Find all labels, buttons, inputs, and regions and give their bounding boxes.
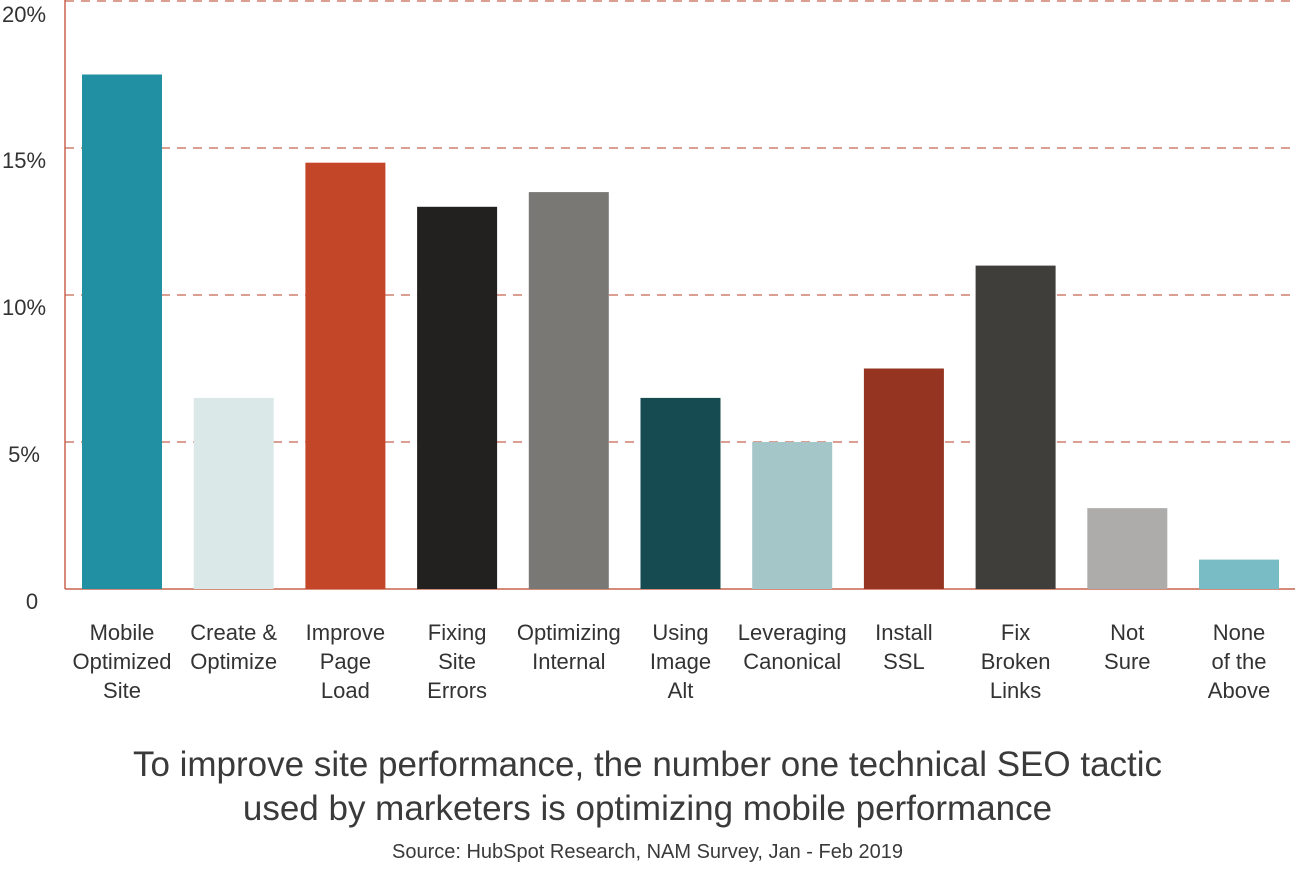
bar-chart: 0 5% 10% 15% 20% Mobile Optimized Site Create & O… — [2, 0, 1295, 703]
x-tick-label: Fix Broken Links — [981, 620, 1051, 703]
y-tick-label: 20% — [2, 2, 46, 27]
x-tick-label: Not Sure — [1104, 620, 1150, 674]
bar — [193, 397, 274, 589]
chart-source-note: Source: HubSpot Research, NAM Survey, Ja… — [392, 841, 903, 863]
chart-title-line-2: used by marketers is optimizing mobile p… — [242, 789, 1053, 828]
y-tick-label: 10% — [2, 295, 46, 320]
bar — [640, 397, 721, 589]
x-tick-label: Fixing Site Errors — [427, 620, 487, 703]
y-tick-label: 0 — [26, 589, 38, 614]
x-tick-label: Improve Page Load — [306, 620, 385, 703]
x-tick-label: Using Image Alt — [650, 620, 711, 703]
bar — [305, 162, 386, 589]
x-tick-label: Mobile Optimized Site — [72, 620, 171, 703]
bar — [1087, 508, 1168, 589]
y-tick-label: 5% — [8, 442, 40, 467]
bar — [752, 442, 833, 589]
bar — [863, 368, 944, 589]
bar — [417, 206, 498, 590]
bar — [82, 74, 162, 589]
x-tick-label: None of the Above — [1208, 620, 1270, 703]
y-tick-label: 15% — [2, 148, 46, 173]
chart-title-line-1: To improve site performance, the number … — [132, 745, 1163, 784]
x-tick-label: Optimizing Internal — [517, 620, 621, 674]
bar — [528, 192, 609, 589]
x-tick-label: Install SSL — [875, 620, 932, 674]
x-tick-label: Leveraging Canonical — [738, 620, 847, 674]
bar — [975, 265, 1056, 589]
bar — [1199, 559, 1279, 589]
x-tick-label: Create & Optimize — [190, 620, 277, 674]
